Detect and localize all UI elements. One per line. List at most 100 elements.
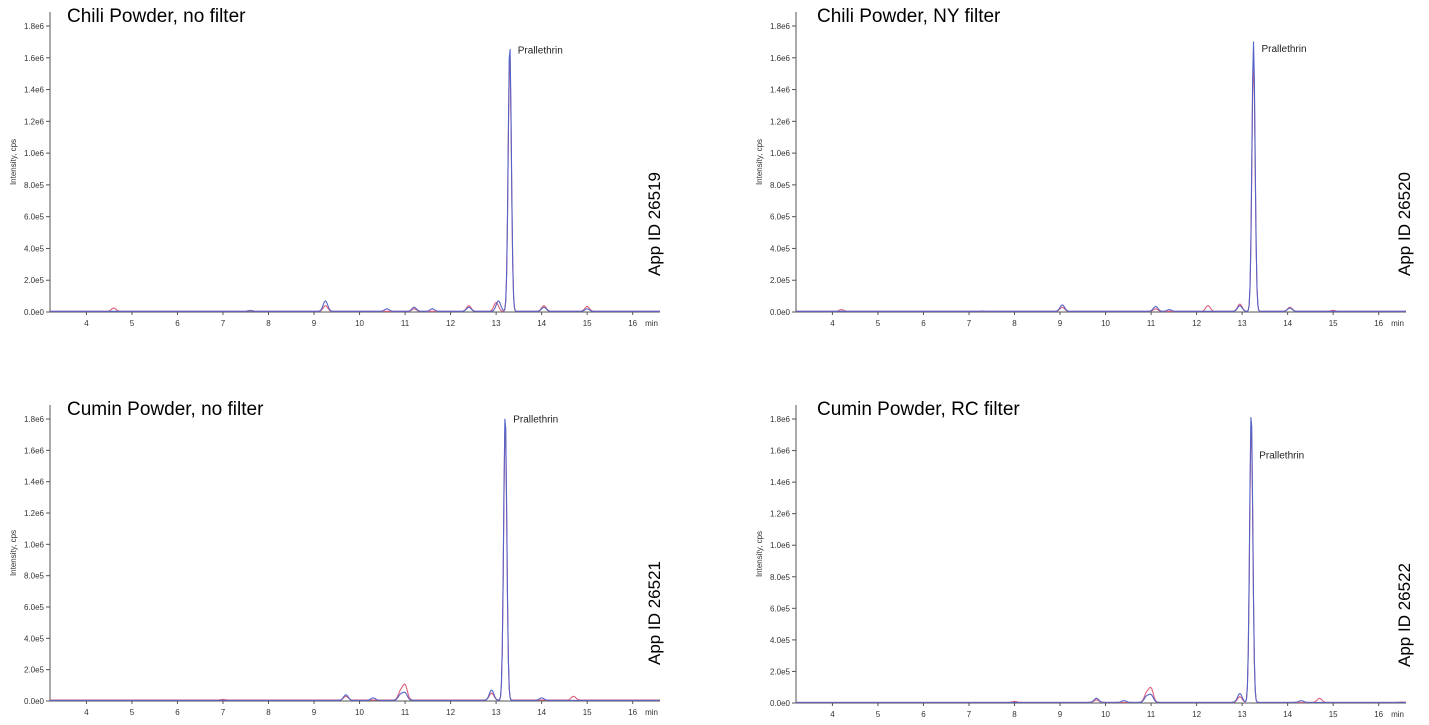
chart-title: Cumin Powder, no filter <box>67 399 264 420</box>
y-axis-label: Intensity, cps <box>755 139 764 185</box>
x-tick-label: 4 <box>84 708 89 717</box>
chromatogram-trace-blue <box>796 41 1406 312</box>
x-tick-label: 4 <box>830 319 835 328</box>
x-tick-label: 4 <box>830 710 835 719</box>
x-tick-label: 6 <box>921 710 926 719</box>
y-tick-label: 1.2e6 <box>24 509 45 518</box>
y-tick-label: 6.0e5 <box>770 213 791 222</box>
chromatogram-trace-red <box>796 430 1407 703</box>
x-tick-label: 15 <box>583 708 592 717</box>
x-tick-label: 12 <box>1192 319 1201 328</box>
x-tick-label: 6 <box>921 319 926 328</box>
y-tick-label: 1.2e6 <box>770 510 791 519</box>
x-tick-label: 11 <box>401 708 410 717</box>
y-tick-label: 8.0e5 <box>24 181 45 190</box>
x-tick-label: 9 <box>312 708 317 717</box>
x-tick-label: 16 <box>1374 710 1383 719</box>
x-tick-label: 8 <box>266 319 271 328</box>
y-tick-label: 1.0e6 <box>24 540 45 549</box>
x-tick-label: 9 <box>1058 710 1063 719</box>
x-tick-label: 6 <box>175 319 180 328</box>
x-tick-label: 16 <box>628 708 637 717</box>
x-tick-label: 10 <box>355 319 364 328</box>
y-tick-label: 1.0e6 <box>770 149 791 158</box>
y-tick-label: 4.0e5 <box>770 636 791 645</box>
y-tick-label: 0.0e0 <box>24 697 45 706</box>
peak-label: Prallethrin <box>1259 450 1304 461</box>
chart-panel-1: 0.0e0 2.0e5 4.0e5 6.0e5 8.0e5 1.0e6 1.2e6 1.4e6… <box>9 6 664 328</box>
y-axis-label: Intensity, cps <box>9 139 18 185</box>
chromatogram-trace-red <box>50 430 660 701</box>
y-tick-label: 1.4e6 <box>24 478 45 487</box>
x-tick-label: 11 <box>1147 319 1156 328</box>
y-tick-label: 0.0e0 <box>770 699 791 708</box>
x-tick-label: 7 <box>967 710 972 719</box>
x-tick-label: 15 <box>1329 710 1338 719</box>
x-tick-label: 7 <box>221 708 226 717</box>
y-tick-label: 8.0e5 <box>770 181 791 190</box>
x-tick-label: 10 <box>355 708 364 717</box>
x-tick-label: 8 <box>1012 710 1017 719</box>
x-tick-label: 6 <box>175 708 180 717</box>
y-tick-label: 8.0e5 <box>770 573 791 582</box>
y-tick-label: 1.6e6 <box>24 54 45 63</box>
chromatogram-trace-blue <box>50 48 660 312</box>
y-tick-label: 0.0e0 <box>24 308 45 317</box>
y-tick-label: 0.0e0 <box>770 308 791 317</box>
x-tick-label: 11 <box>401 319 410 328</box>
y-tick-label: 1.8e6 <box>24 415 45 424</box>
chromatogram-trace-red <box>796 57 1406 312</box>
y-tick-label: 1.0e6 <box>770 541 791 550</box>
y-tick-label: 1.6e6 <box>770 54 791 63</box>
x-axis-unit: min <box>1391 319 1404 328</box>
x-axis-unit: min <box>645 708 658 717</box>
app-id-label: App ID 26522 <box>1395 563 1414 667</box>
x-tick-label: 9 <box>1058 319 1063 328</box>
x-tick-label: 8 <box>1012 319 1017 328</box>
y-tick-label: 1.2e6 <box>24 117 45 126</box>
x-tick-label: 11 <box>1147 710 1156 719</box>
x-tick-label: 15 <box>1329 319 1338 328</box>
x-tick-label: 5 <box>876 319 881 328</box>
chromatogram-trace-red <box>50 62 661 312</box>
x-tick-label: 4 <box>84 319 89 328</box>
peak-label: Prallethrin <box>513 415 558 426</box>
y-tick-label: 1.8e6 <box>24 22 45 31</box>
y-tick-label: 1.0e6 <box>24 149 45 158</box>
chart-panel-4: 0.0e0 2.0e5 4.0e5 6.0e5 8.0e5 1.0e6 1.2e6 1.4e6… <box>755 399 1414 719</box>
x-tick-label: 15 <box>583 319 592 328</box>
x-tick-label: 7 <box>967 319 972 328</box>
chart-title: Cumin Powder, RC filter <box>817 399 1020 420</box>
app-id-label: App ID 26521 <box>645 561 664 665</box>
app-id-label: App ID 26520 <box>1395 172 1414 276</box>
y-tick-label: 2.0e5 <box>770 667 791 676</box>
x-tick-label: 14 <box>537 319 546 328</box>
y-tick-label: 1.4e6 <box>770 478 791 487</box>
x-tick-label: 12 <box>1192 710 1201 719</box>
peak-label: Prallethrin <box>1262 44 1307 55</box>
x-tick-label: 5 <box>130 319 135 328</box>
y-tick-label: 1.4e6 <box>24 86 45 95</box>
chart-title: Chili Powder, no filter <box>67 6 246 27</box>
x-tick-label: 14 <box>1283 710 1292 719</box>
y-tick-label: 1.8e6 <box>770 415 791 424</box>
x-tick-label: 14 <box>1283 319 1292 328</box>
y-tick-label: 6.0e5 <box>770 604 791 613</box>
y-tick-label: 8.0e5 <box>24 572 45 581</box>
y-tick-label: 6.0e5 <box>24 603 45 612</box>
x-axis-unit: min <box>645 319 658 328</box>
y-tick-label: 4.0e5 <box>770 244 791 253</box>
x-tick-label: 8 <box>266 708 271 717</box>
x-axis-unit: min <box>1391 710 1404 719</box>
app-id-label: App ID 26519 <box>645 172 664 276</box>
x-tick-label: 9 <box>312 319 317 328</box>
chromatogram-trace-blue <box>796 417 1406 703</box>
x-tick-label: 13 <box>1238 319 1247 328</box>
chart-title: Chili Powder, NY filter <box>817 6 1001 27</box>
y-tick-label: 4.0e5 <box>24 634 45 643</box>
x-tick-label: 16 <box>628 319 637 328</box>
chart-panel-2: 0.0e0 2.0e5 4.0e5 6.0e5 8.0e5 1.0e6 1.2e6 1.4e6… <box>755 6 1414 328</box>
x-tick-label: 16 <box>1374 319 1383 328</box>
chart-panel-3: 0.0e0 2.0e5 4.0e5 6.0e5 8.0e5 1.0e6 1.2e6 1.4e6… <box>9 399 664 717</box>
